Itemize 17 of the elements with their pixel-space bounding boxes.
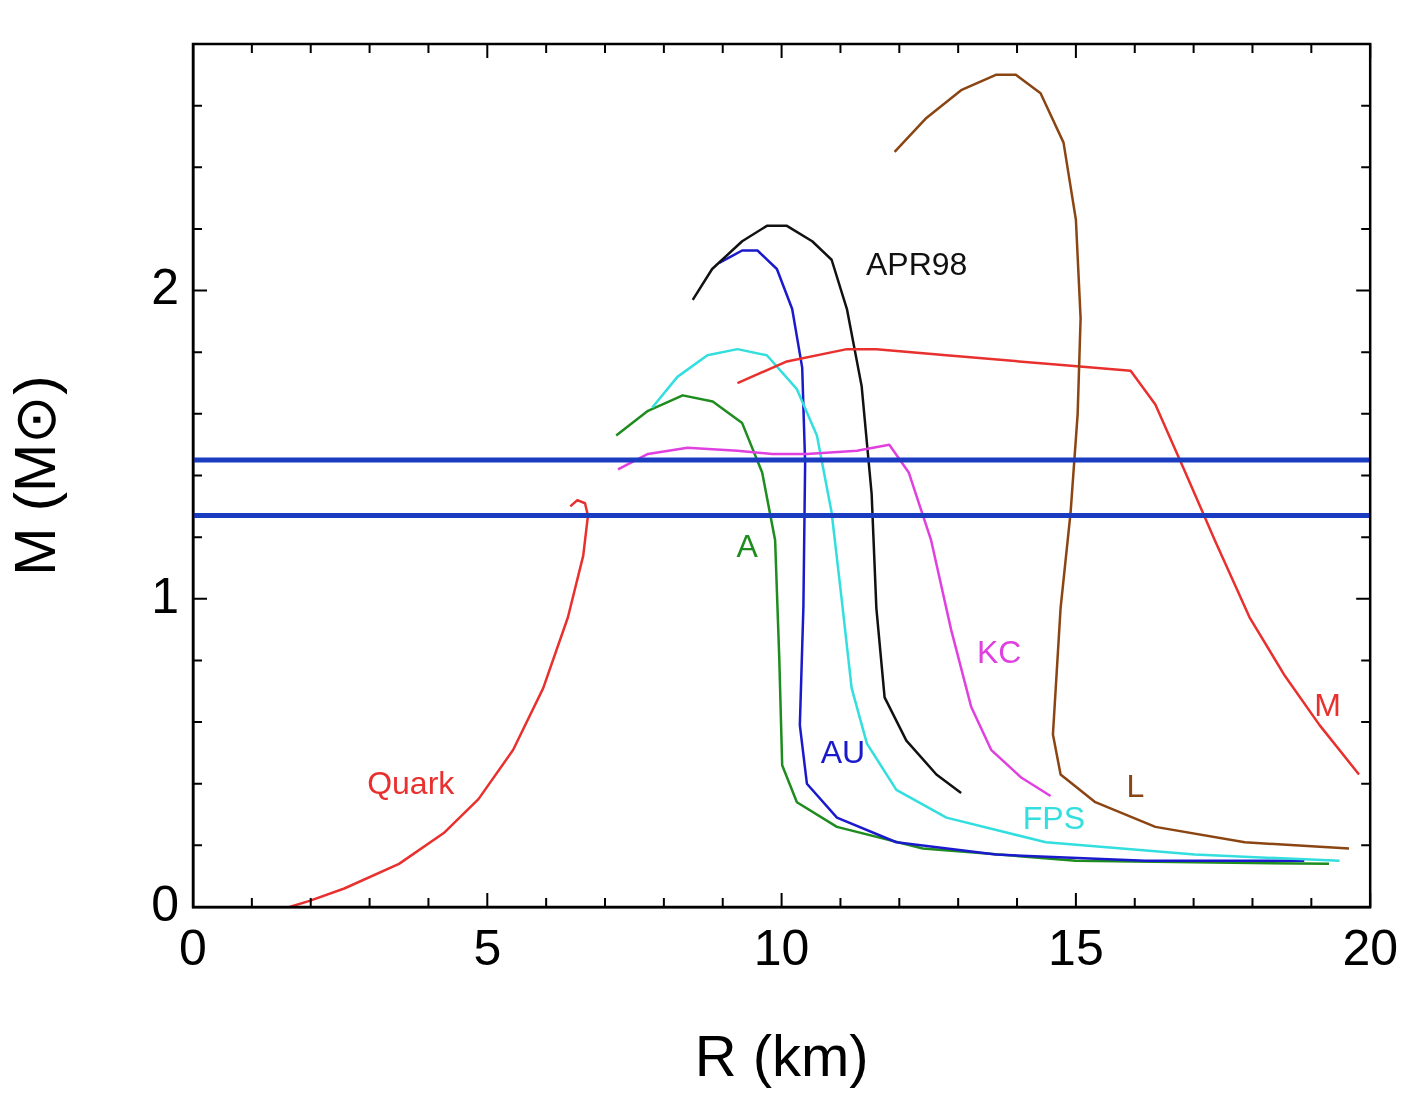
x-tick-label: 15	[1048, 919, 1104, 976]
series-label: M	[1314, 686, 1341, 723]
series-label: Quark	[367, 764, 456, 801]
series-label: AU	[820, 733, 866, 770]
series-label: FPS	[1022, 800, 1085, 837]
y-tick-label: 2	[151, 259, 179, 316]
series-label: A	[736, 528, 759, 565]
x-axis-title: R (km)	[694, 1023, 869, 1089]
series-label: APR98	[865, 245, 968, 282]
series-label: KC	[976, 634, 1022, 671]
series-label: L	[1126, 768, 1145, 805]
x-tick-label: 10	[753, 919, 810, 976]
y-tick-label: 1	[151, 567, 179, 624]
y-tick-label: 0	[151, 875, 179, 932]
y-axis-title: M (M⊙)	[1, 375, 67, 576]
x-tick-label: 5	[473, 919, 502, 976]
x-tick-label: 20	[1342, 919, 1398, 976]
